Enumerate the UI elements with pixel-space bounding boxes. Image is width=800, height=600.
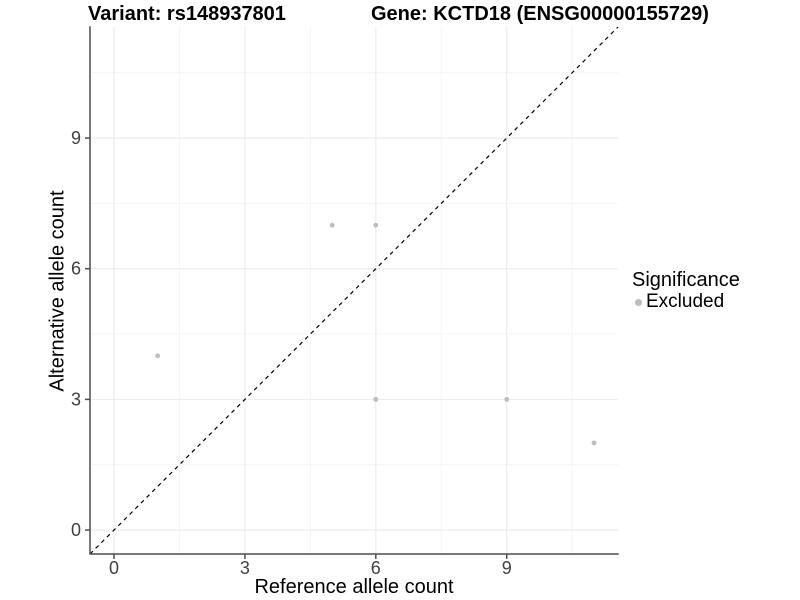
data-point [373, 222, 379, 228]
legend-entry-label: Excluded [646, 291, 725, 312]
x-axis-title: Reference allele count [254, 576, 454, 598]
x-tick-label: 3 [240, 558, 250, 578]
legend: Significance Excluded [632, 269, 740, 313]
x-tick-label: 9 [502, 558, 512, 578]
plot-title-variant: Variant: rs148937801 [88, 3, 286, 25]
grid-minor [90, 27, 618, 554]
data-point [155, 353, 161, 359]
legend-title: Significance [632, 269, 740, 291]
legend-point-icon [635, 298, 642, 306]
y-tick-label: 9 [71, 128, 81, 148]
x-tick-label: 0 [109, 558, 119, 578]
axis-lines [89, 26, 619, 555]
data-point [591, 440, 597, 446]
grid-major [90, 27, 618, 554]
data-point [329, 222, 335, 228]
legend-entry-excluded: Excluded [632, 291, 740, 313]
data-point [373, 396, 379, 402]
plot-title-gene: Gene: KCTD18 (ENSG00000155729) [371, 3, 709, 25]
y-axis-title: Alternative allele count [46, 190, 69, 392]
axis-ticks: 0 3 6 9 0 3 6 9 [71, 128, 512, 578]
x-tick-label: 6 [371, 558, 381, 578]
y-tick-label: 0 [71, 520, 81, 540]
data-point [504, 396, 510, 402]
identity-line [89, 26, 619, 555]
y-tick-label: 3 [71, 389, 81, 409]
y-tick-label: 6 [71, 259, 81, 279]
data-points [155, 222, 597, 446]
